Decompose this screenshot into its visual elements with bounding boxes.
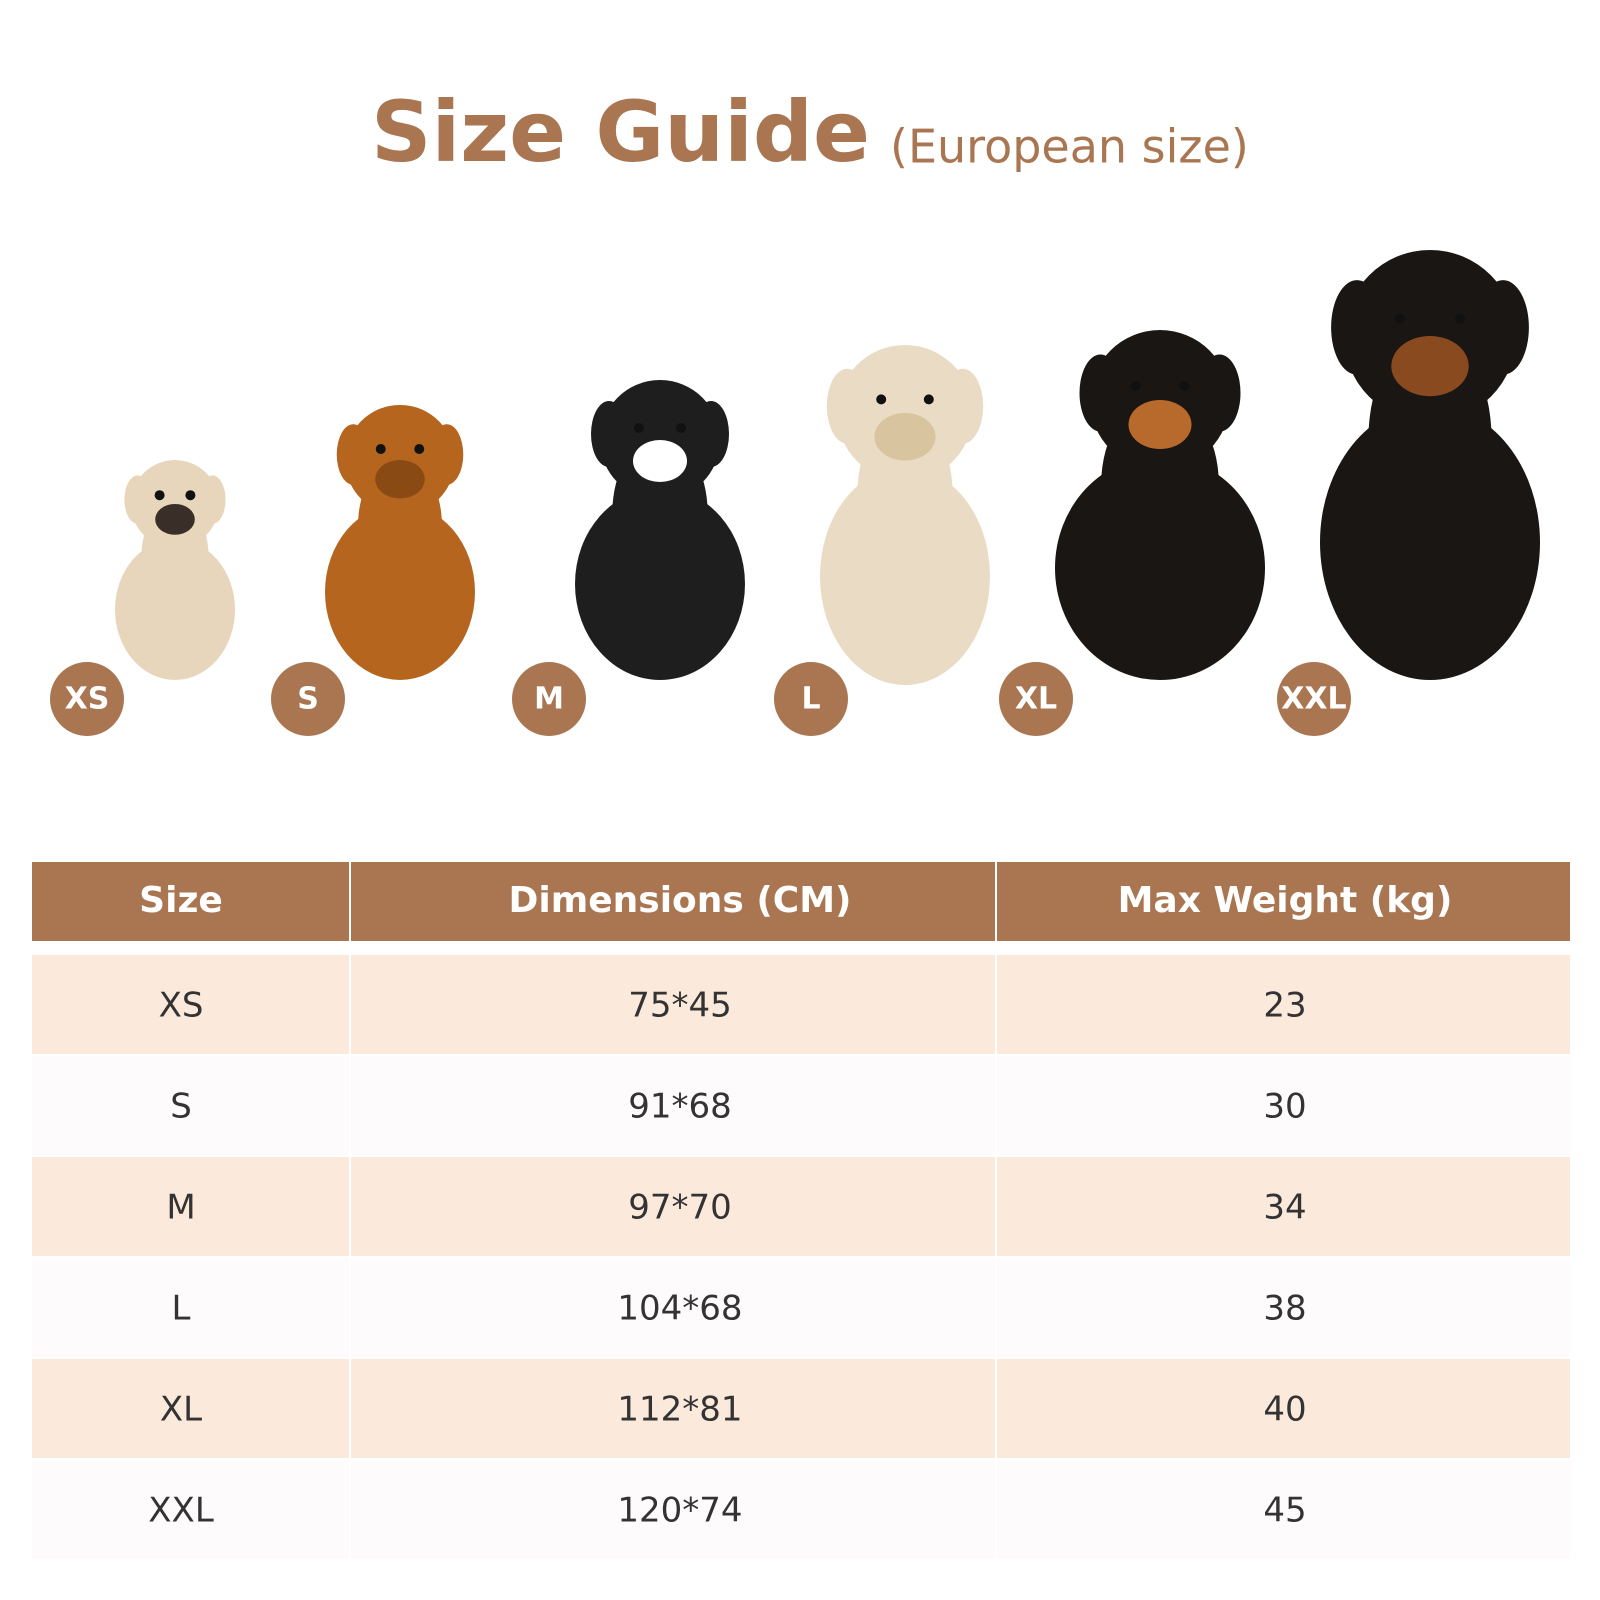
dog-ear xyxy=(942,368,984,444)
table-cell xyxy=(351,1258,995,1357)
table-cell xyxy=(997,1157,1570,1256)
size-badge-label: S xyxy=(297,682,319,717)
size-badge xyxy=(512,662,586,736)
table-cell xyxy=(351,1359,995,1458)
cell-text: XXL xyxy=(148,1491,214,1531)
dog-eye xyxy=(634,423,644,433)
dog-eye xyxy=(676,423,686,433)
cell-text: 45 xyxy=(1263,1491,1306,1531)
dog-eye xyxy=(414,444,425,454)
table-cell xyxy=(32,1258,349,1357)
size-badge-label: L xyxy=(801,682,820,717)
table-cell xyxy=(997,1359,1570,1458)
dog-muzzle xyxy=(1391,336,1469,397)
dog-muzzle xyxy=(155,504,195,535)
dog-eye xyxy=(154,490,165,501)
subtitle: (European size) xyxy=(890,120,1249,174)
cell-text: L xyxy=(172,1289,191,1329)
table-cell xyxy=(351,1157,995,1256)
dog-eye xyxy=(876,394,887,405)
title: Size Guide xyxy=(371,83,870,181)
dog-eye xyxy=(1455,313,1466,324)
cell-text: 34 xyxy=(1263,1188,1306,1228)
dog-ear xyxy=(124,475,151,524)
table-cell xyxy=(32,1359,349,1458)
cell-text: M xyxy=(166,1188,195,1228)
dog-muzzle xyxy=(633,440,687,482)
cell-text: 75*45 xyxy=(628,986,732,1026)
cell-text: 30 xyxy=(1263,1087,1306,1127)
size-badge-label: XL xyxy=(1015,682,1057,717)
header-cell xyxy=(997,862,1570,941)
cell-text: S xyxy=(170,1087,192,1127)
size-badge xyxy=(50,662,124,736)
size-badge-label: M xyxy=(534,682,564,717)
table-cell xyxy=(997,1056,1570,1155)
dog-eye xyxy=(185,490,196,501)
dog-ear xyxy=(1477,280,1529,375)
size-badge xyxy=(1277,662,1351,736)
dog-ear xyxy=(336,424,370,485)
table-cell xyxy=(997,1460,1570,1559)
table-cell xyxy=(32,1157,349,1256)
dog-head xyxy=(1344,250,1516,422)
cell-text: XL xyxy=(160,1390,202,1430)
dog-eye xyxy=(923,394,934,405)
cell-text: 104*68 xyxy=(617,1289,742,1329)
dog-ear xyxy=(693,401,729,467)
table-cell xyxy=(351,955,995,1054)
dog-head xyxy=(131,460,219,548)
table-cell xyxy=(351,1056,995,1155)
dog-eye xyxy=(1394,313,1405,324)
table-cell xyxy=(32,955,349,1054)
header-cell xyxy=(32,862,349,941)
dog-illustrations xyxy=(115,250,1540,685)
size-badge-label: XXL xyxy=(1281,682,1346,717)
dog-eye xyxy=(375,444,386,454)
size-badge-label: XS xyxy=(65,682,110,717)
cell-text: 91*68 xyxy=(628,1087,732,1127)
dog-eye xyxy=(1130,381,1141,391)
table-cell xyxy=(32,1056,349,1155)
cell-text: 112*81 xyxy=(617,1390,742,1430)
dog-ear xyxy=(1079,354,1122,432)
dog-ear xyxy=(1331,280,1383,375)
size-badge xyxy=(999,662,1073,736)
header-label: Dimensions (CM) xyxy=(508,880,851,921)
dog-muzzle xyxy=(874,413,936,461)
cell-text: 120*74 xyxy=(617,1491,742,1531)
header-label: Max Weight (kg) xyxy=(1118,880,1453,921)
size-table: Size Dimensions (CM) Max Weight (kg) XS 75*4… xyxy=(32,862,1570,1559)
dog-ear xyxy=(591,401,627,467)
table-cell xyxy=(997,1258,1570,1357)
dog-ear xyxy=(1198,354,1241,432)
size-badges: XS S M L XL XXL xyxy=(50,662,1351,736)
table-cell xyxy=(351,1460,995,1559)
header-cell xyxy=(351,862,995,941)
dog-ear xyxy=(430,424,464,485)
table-cell xyxy=(32,1460,349,1559)
cell-text: 40 xyxy=(1263,1390,1306,1430)
dog-ear xyxy=(826,368,868,444)
dog-eye xyxy=(1179,381,1190,391)
dog-ear xyxy=(199,475,226,524)
header-label: Size xyxy=(139,880,223,921)
size-badge xyxy=(271,662,345,736)
dog-muzzle xyxy=(375,460,425,499)
size-badge xyxy=(774,662,848,736)
table-cell xyxy=(997,955,1570,1054)
cell-text: XS xyxy=(159,986,204,1026)
cell-text: 97*70 xyxy=(628,1188,732,1228)
cell-text: 38 xyxy=(1263,1289,1306,1329)
cell-text: 23 xyxy=(1263,986,1306,1026)
dog-muzzle xyxy=(1128,400,1192,449)
